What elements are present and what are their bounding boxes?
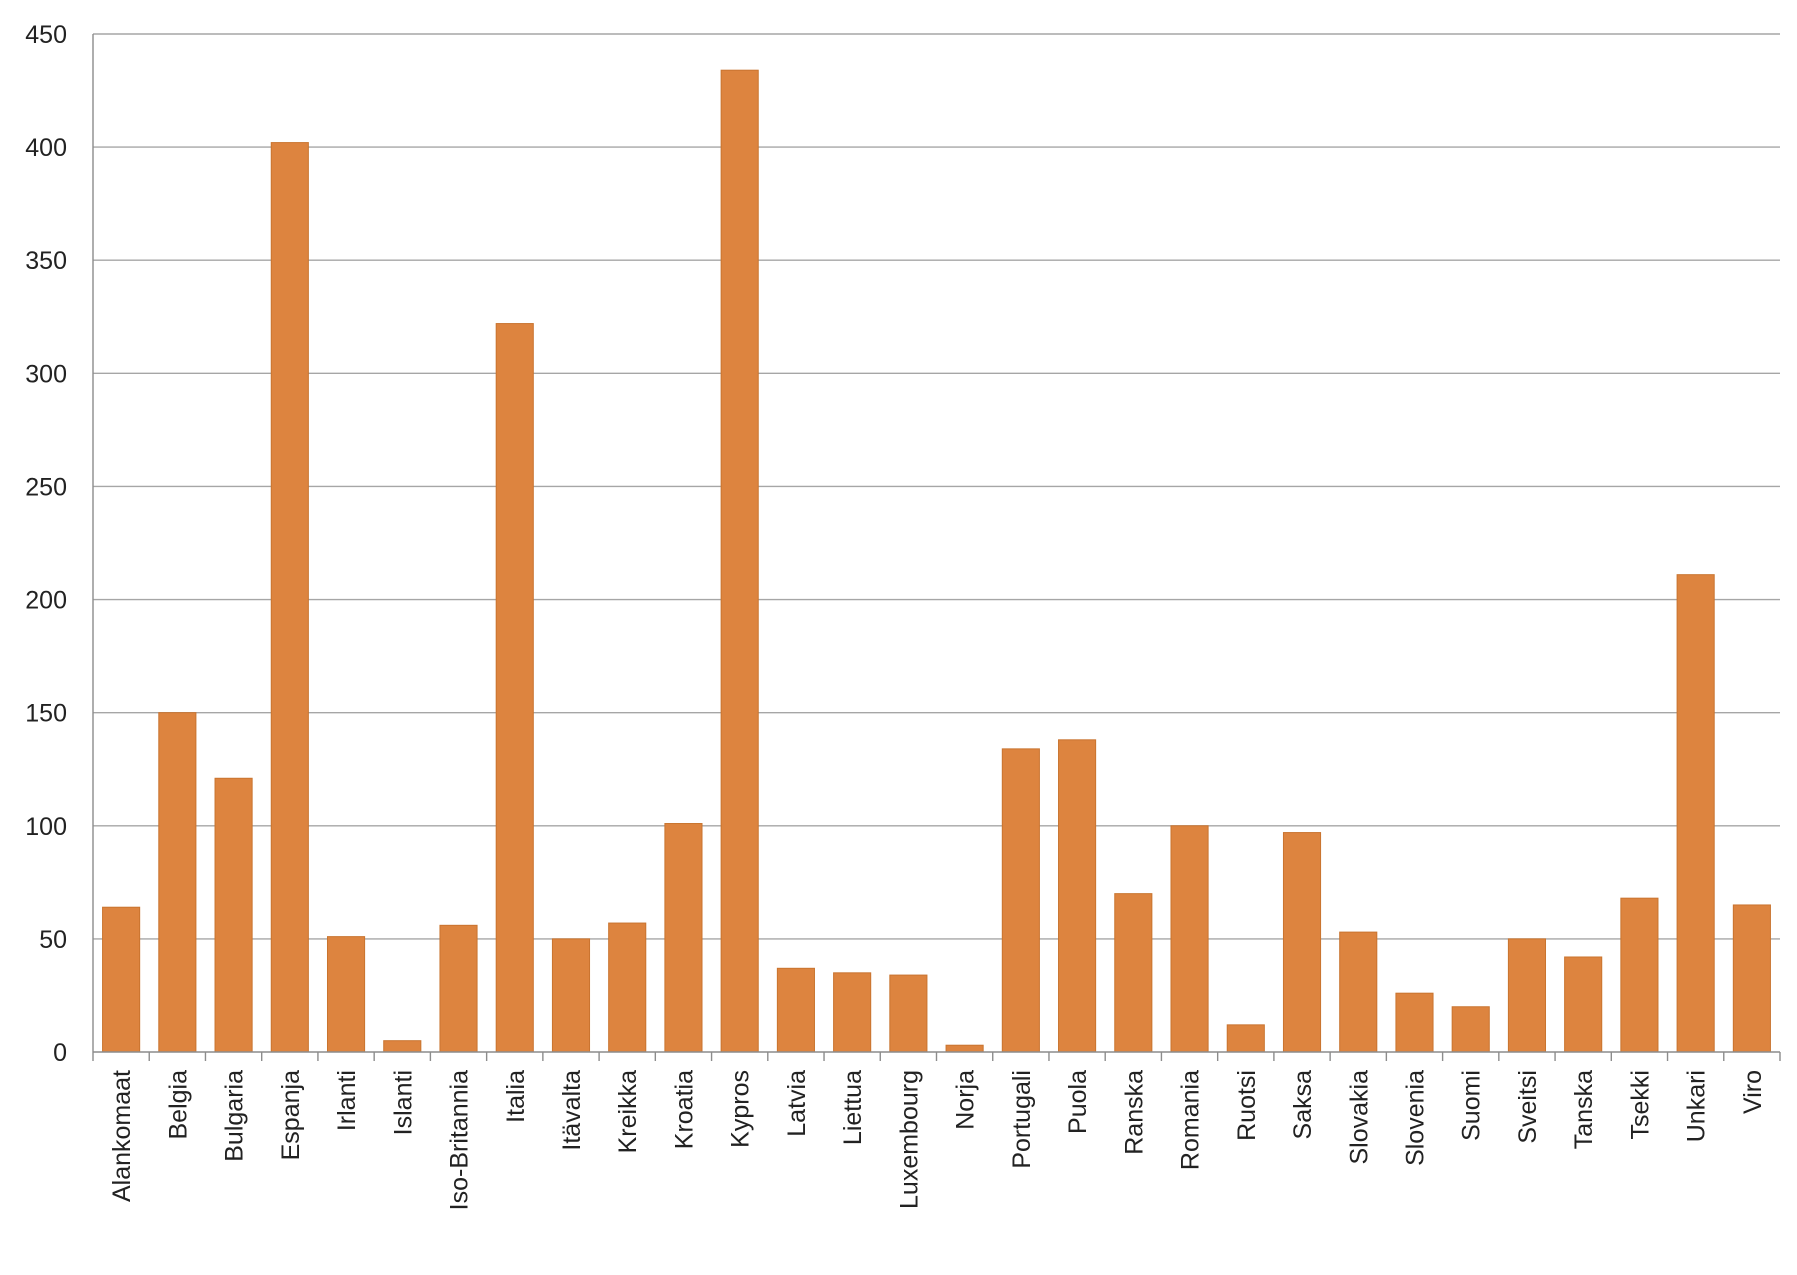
y-tick-label: 150 (25, 700, 67, 728)
x-tick-label: Kreikka (614, 1070, 642, 1153)
x-tick-label: Unkari (1683, 1070, 1711, 1142)
bar-italia (495, 323, 534, 1053)
bar-romania (1170, 825, 1209, 1053)
x-tick-label: Espanja (277, 1070, 305, 1160)
bar-norja (945, 1044, 984, 1053)
bar-kroatia (664, 823, 703, 1053)
bar-viro (1732, 904, 1771, 1053)
x-tick-label: Kypros (727, 1070, 755, 1148)
bar-slovakia (1339, 931, 1378, 1053)
y-tick-label: 450 (25, 21, 67, 49)
bar-unkari (1676, 574, 1715, 1053)
bar-islanti (383, 1040, 422, 1053)
bar-belgia (158, 712, 197, 1053)
x-tick-label: Luxembourg (895, 1070, 923, 1209)
bar-irlanti (326, 936, 366, 1053)
y-tick-label: 100 (25, 813, 67, 841)
bar-tsekki (1620, 897, 1659, 1053)
x-tick-label: Kroatia (670, 1070, 698, 1149)
x-tick-label: Tanska (1570, 1070, 1598, 1149)
bar-sveitsi (1507, 938, 1547, 1053)
bar-kypros (720, 69, 759, 1053)
x-tick-label: Belgia (164, 1070, 192, 1140)
y-tick-labels: 0 50 100 150 200 250 300 350 400 450 (25, 21, 67, 1067)
bar-tanska (1564, 956, 1603, 1053)
x-tick-label: Viro (1739, 1070, 1767, 1114)
x-tick-label: Ranska (1120, 1070, 1148, 1155)
x-tick-label: Norja (952, 1070, 980, 1130)
x-tick-label: Sveitsi (1514, 1070, 1542, 1144)
bar-slovenia (1395, 992, 1434, 1053)
x-tick-label: Alankomaat (108, 1070, 136, 1202)
x-tick-label: Islanti (389, 1070, 417, 1135)
bars (102, 69, 1771, 1053)
bar-kreikka (608, 922, 647, 1053)
x-tick-label: Slovakia (1345, 1070, 1373, 1165)
bar-iso-britannia (439, 924, 478, 1053)
x-tick-label: Latvia (783, 1070, 811, 1137)
y-tick-label: 400 (25, 134, 67, 162)
x-tick-label: Tsekki (1626, 1070, 1654, 1139)
gridlines (93, 33, 1780, 940)
x-tick-label: Liettua (839, 1070, 867, 1145)
x-tick-label: Bulgaria (221, 1070, 249, 1162)
x-tick-label: Italia (502, 1070, 530, 1123)
bar-suomi (1451, 1006, 1490, 1053)
x-tick-label: Puola (1064, 1070, 1092, 1134)
x-tick-label: Ruotsi (1233, 1070, 1261, 1141)
bar-alankomaat (102, 906, 141, 1053)
x-tick-labels: Alankomaat Belgia Bulgaria Espanja Irlanti Is… (108, 1070, 1767, 1210)
x-tick-label: Suomi (1458, 1070, 1486, 1141)
y-tick-label: 300 (25, 360, 67, 388)
x-tick-label: Slovenia (1401, 1070, 1429, 1166)
bar-portugali (1001, 748, 1040, 1053)
bar-latvia (776, 967, 815, 1053)
y-tick-label: 350 (25, 247, 67, 275)
bar-ruotsi (1226, 1024, 1265, 1053)
y-tick-label: 250 (25, 473, 67, 501)
bar-ranska (1114, 893, 1153, 1053)
x-tick-label: Romania (1177, 1070, 1205, 1170)
bar-liettua (833, 972, 872, 1053)
x-tick-label: Itävalta (558, 1070, 586, 1151)
axes (92, 34, 1781, 1061)
x-tick-label: Saksa (1289, 1070, 1317, 1140)
x-tick-label: Iso-Britannia (446, 1070, 474, 1210)
x-tick-label: Irlanti (333, 1070, 361, 1131)
bar-it-valta (551, 938, 591, 1053)
bar-espanja (270, 142, 309, 1053)
y-tick-label: 50 (39, 926, 67, 954)
y-tick-label: 200 (25, 587, 67, 615)
y-tick-label: 0 (53, 1039, 67, 1067)
bar-bulgaria (214, 777, 253, 1053)
bar-puola (1058, 739, 1097, 1053)
bar-saksa (1282, 832, 1322, 1053)
bar-luxembourg (889, 974, 928, 1053)
x-tick-label: Portugali (1008, 1070, 1036, 1169)
